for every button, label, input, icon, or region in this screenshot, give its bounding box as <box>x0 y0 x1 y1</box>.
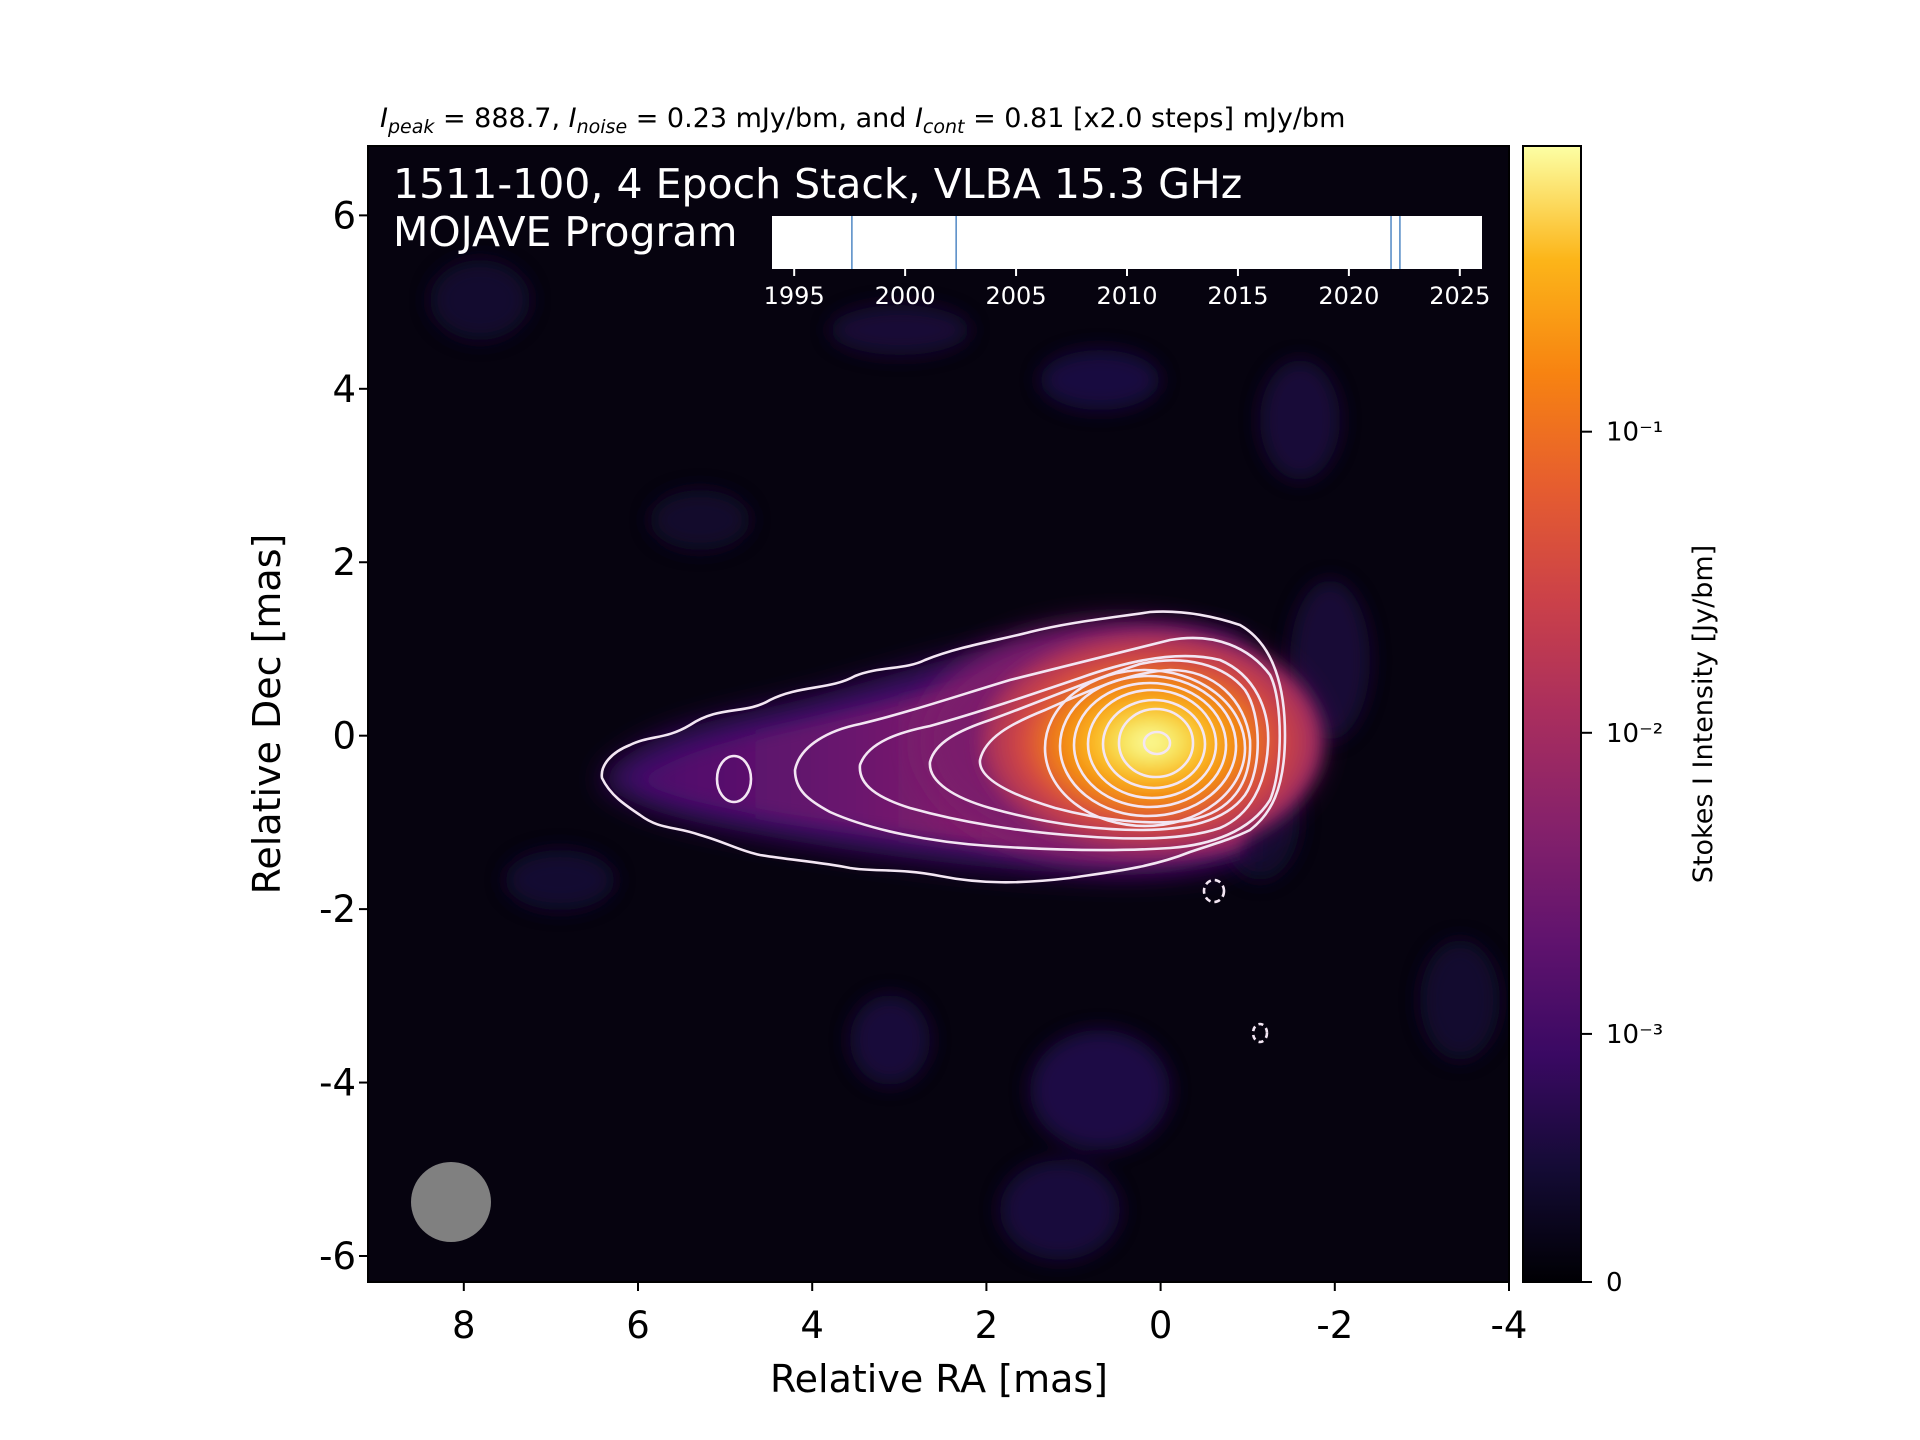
restoring-beam <box>411 1162 491 1242</box>
y-tick-label: -2 <box>319 888 356 931</box>
colorbar-label: Stokes I Intensity [Jy/bm] <box>1688 545 1719 883</box>
contour-level-1 <box>600 610 1287 884</box>
contour-level-5 <box>978 668 1252 824</box>
x-tick-label: 2 <box>975 1304 999 1347</box>
x-tick-label: 8 <box>452 1304 476 1347</box>
y-tick-label: -4 <box>319 1062 356 1105</box>
y-axis: 6 4 2 0 -2 -4 -6 <box>319 194 368 1278</box>
timeline-tick-label: 2005 <box>986 282 1047 310</box>
x-tick-label: -4 <box>1491 1304 1528 1347</box>
epoch-timeline-inset: 1995 2000 2005 2010 2015 2020 2025 <box>764 216 1490 310</box>
header-note: Ipeak = 888.7, Inoise = 0.23 mJy/bm, and… <box>380 103 1345 138</box>
x-tick-label: 6 <box>626 1304 650 1347</box>
contour-level-11 <box>1117 707 1195 779</box>
contour-level-3 <box>858 654 1270 840</box>
timeline-tick-label: 2020 <box>1318 282 1379 310</box>
colorbar-tick-label: 10⁻³ <box>1606 1020 1663 1050</box>
colorbar-gradient <box>1522 145 1582 1283</box>
colorbar-tick-label: 10⁻¹ <box>1606 418 1663 448</box>
contour-level-12 <box>1142 730 1172 756</box>
contour-level-2 <box>793 636 1282 852</box>
y-tick-label: -6 <box>319 1235 356 1278</box>
y-tick-label: 6 <box>332 194 356 237</box>
timeline-tick-label: 1995 <box>764 282 825 310</box>
intensity-contours <box>600 610 1287 1044</box>
colorbar-tick-label: 0 <box>1606 1268 1623 1298</box>
contour-level-2-island <box>715 754 753 804</box>
y-tick-label: 0 <box>332 715 356 758</box>
colorbar-tick-label: 10⁻² <box>1606 719 1663 749</box>
contour-level-6 <box>1043 668 1247 828</box>
y-axis-label: Relative Dec [mas] <box>245 534 289 895</box>
x-axis: 8 6 4 2 0 -2 -4 <box>452 1282 1527 1347</box>
negative-contour-1 <box>1202 878 1226 904</box>
negative-contour-2 <box>1251 1022 1269 1044</box>
y-tick-label: 2 <box>332 541 356 584</box>
y-tick-label: 4 <box>332 368 356 411</box>
x-axis-label: Relative RA [mas] <box>770 1357 1108 1401</box>
colorbar-ticks: 10⁻¹ 10⁻² 10⁻³ 0 <box>1581 418 1663 1298</box>
x-tick-label: 0 <box>1149 1304 1173 1347</box>
timeline-tick-label: 2000 <box>875 282 936 310</box>
contour-level-8 <box>1072 681 1228 809</box>
timeline-tick-label: 2025 <box>1429 282 1490 310</box>
timeline-tick-label: 2010 <box>1096 282 1157 310</box>
x-tick-label: 4 <box>800 1304 824 1347</box>
contour-level-4 <box>928 659 1259 832</box>
x-tick-label: -2 <box>1316 1304 1353 1347</box>
contour-level-10 <box>1101 698 1207 790</box>
timeline-ticks: 1995 2000 2005 2010 2015 2020 2025 <box>764 269 1490 310</box>
colorbar: 10⁻¹ 10⁻² 10⁻³ 0 Stokes I Intensity [Jy/bm] <box>1522 145 1719 1298</box>
contour-level-7 <box>1058 674 1238 818</box>
plot-frame <box>367 145 1510 1283</box>
timeline-tick-label: 2015 <box>1207 282 1268 310</box>
timeline-box <box>772 216 1482 269</box>
panel-title-line2: MOJAVE Program <box>393 208 737 256</box>
epoch-lines <box>851 216 1401 269</box>
panel-title-line1: 1511-100, 4 Epoch Stack, VLBA 15.3 GHz <box>393 160 1242 208</box>
image-panel: 1511-100, 4 Epoch Stack, VLBA 15.3 GHz M… <box>368 146 1509 1282</box>
contour-level-9 <box>1086 688 1218 800</box>
